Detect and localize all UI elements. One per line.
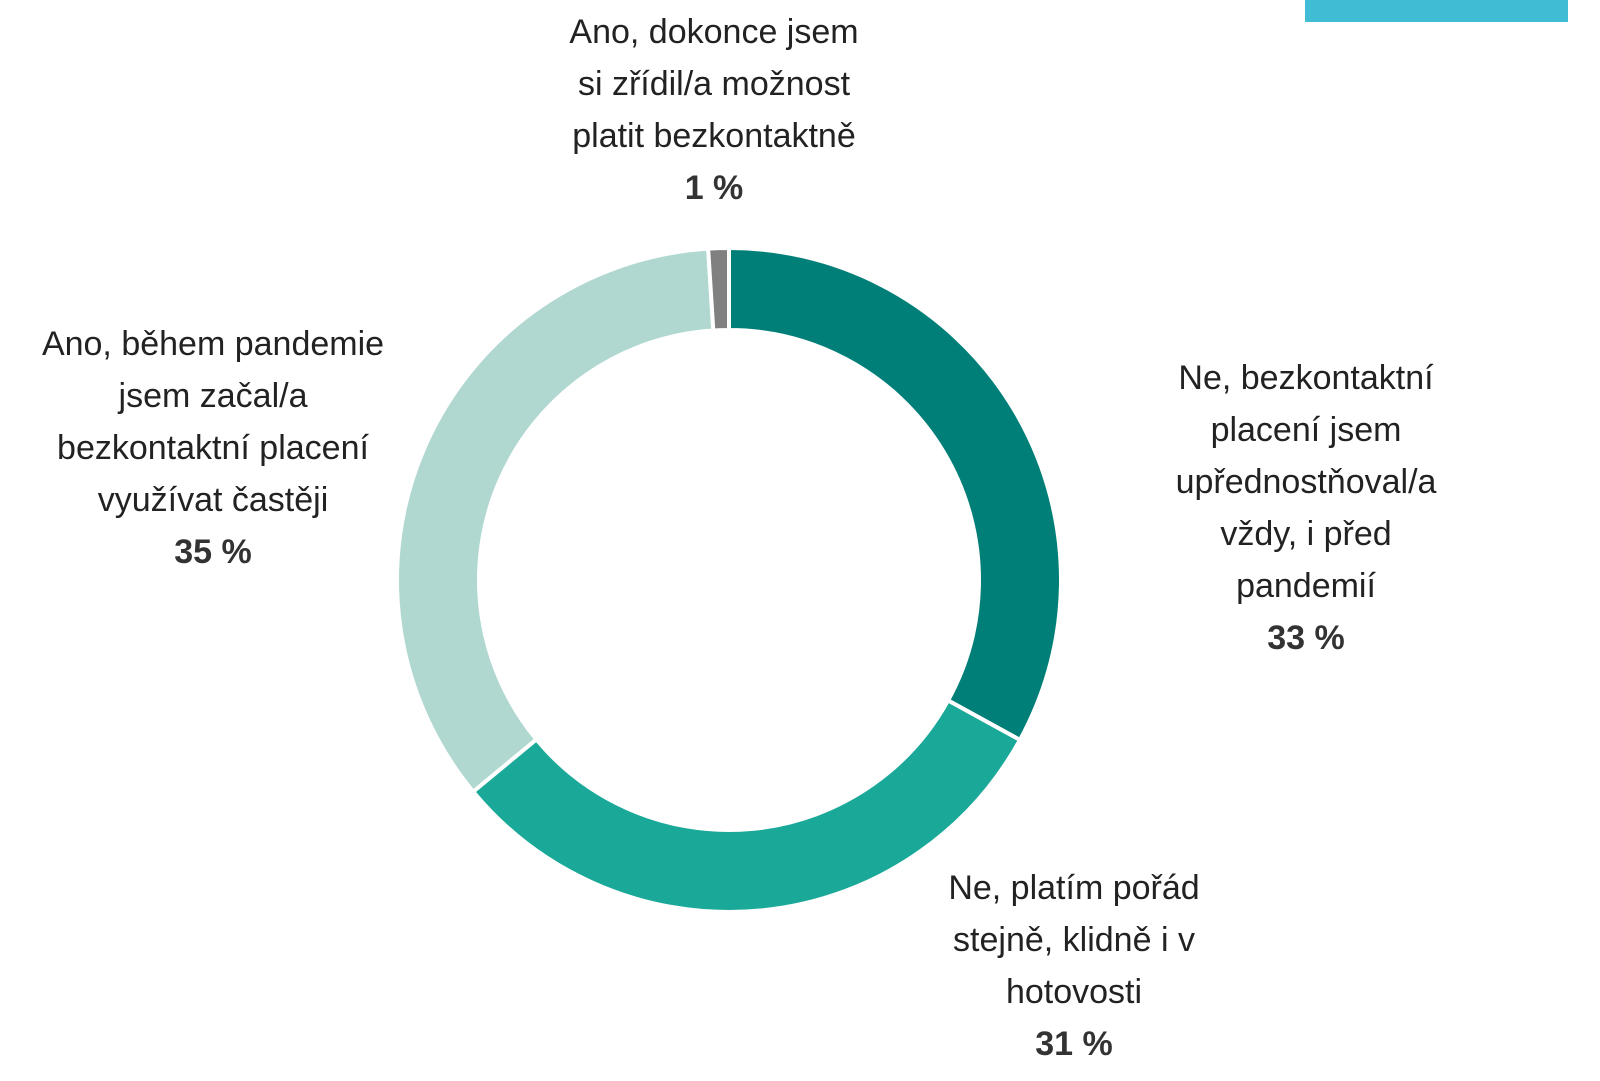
- donut-slice: [727, 245, 1063, 743]
- donut-slice: [470, 697, 1023, 914]
- value-label: 1 %: [684, 169, 744, 207]
- slice-label: Ano, během pandemie jsem začal/a bezkont…: [42, 318, 384, 578]
- category-label: Ano, během pandemie jsem začal/a bezkont…: [41, 325, 385, 519]
- accent-bar: [1305, 0, 1568, 22]
- slice-label: Ne, bezkontaktní placení jsem upřednostň…: [1159, 352, 1453, 664]
- value-label: 35 %: [174, 533, 252, 571]
- category-label: Ne, platím pořád stejně, klidně i v hoto…: [948, 869, 1200, 1011]
- slice-label: Ano, dokonce jsem si zřídil/a možnost pl…: [569, 6, 858, 214]
- category-label: Ne, bezkontaktní placení jsem upřednostň…: [1175, 359, 1437, 605]
- value-label: 33 %: [1267, 619, 1345, 657]
- category-label: Ano, dokonce jsem si zřídil/a možnost pl…: [569, 13, 859, 155]
- donut-slice: [706, 245, 731, 333]
- donut-slice: [395, 246, 716, 795]
- value-label: 31 %: [1035, 1025, 1113, 1063]
- slice-label: Ne, platím pořád stejně, klidně i v hoto…: [948, 862, 1199, 1070]
